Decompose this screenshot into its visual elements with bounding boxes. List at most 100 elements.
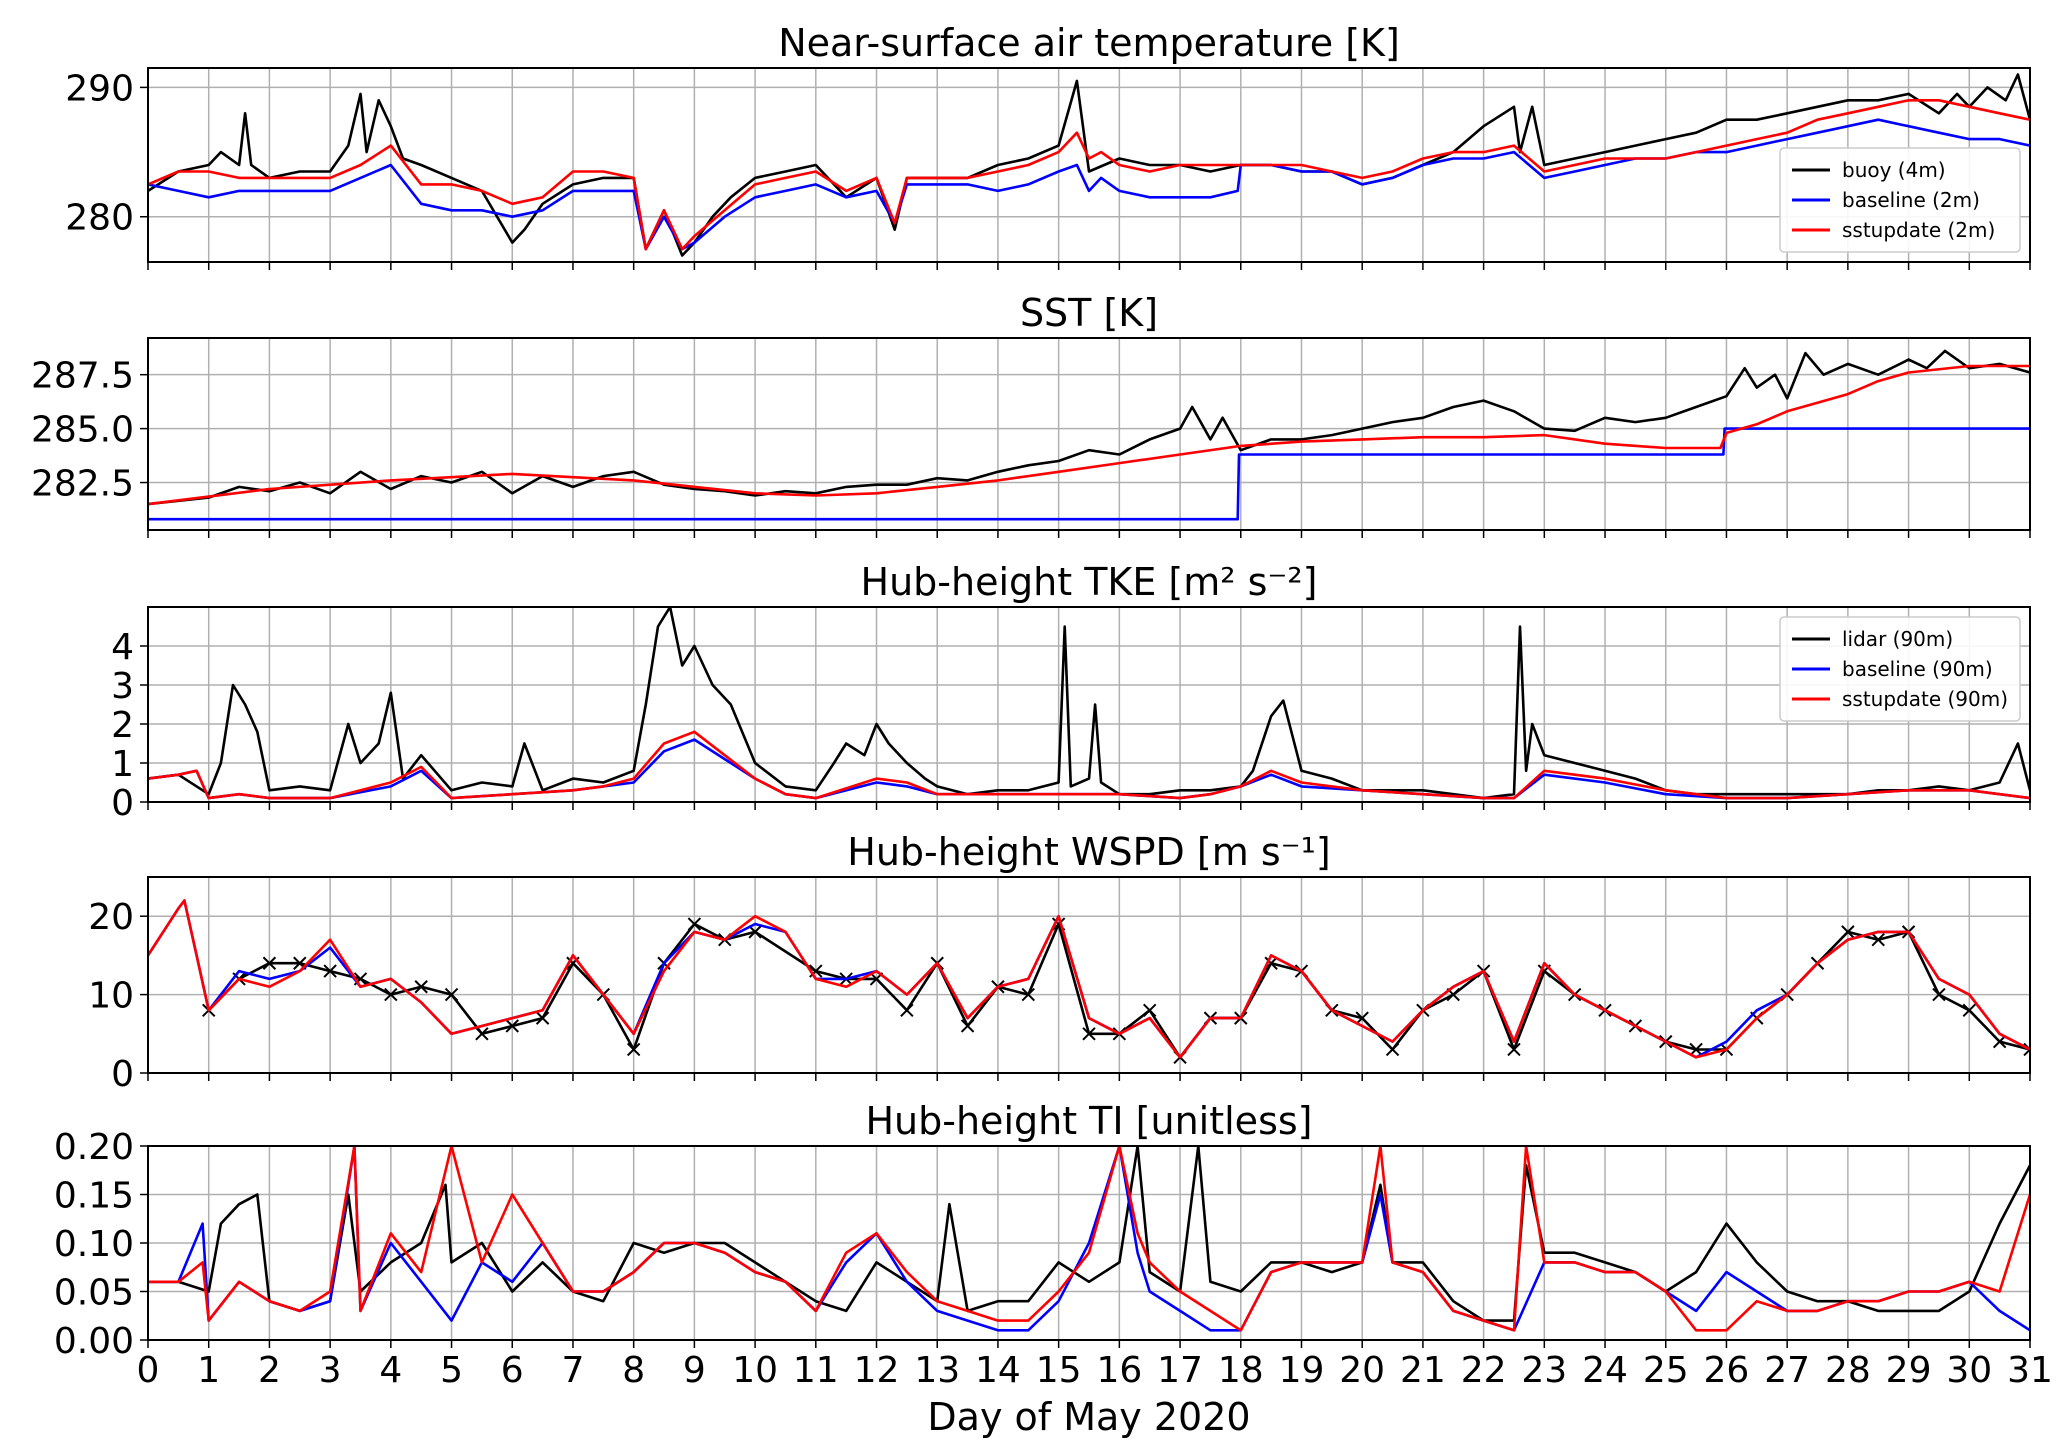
series-marker	[475, 1027, 489, 1041]
series-marker	[1962, 1003, 1976, 1017]
series-marker	[1264, 956, 1278, 970]
y-tick-label: 1	[111, 744, 134, 785]
x-tick-label: 8	[622, 1350, 645, 1391]
x-tick-label: 31	[2007, 1350, 2053, 1391]
series-marker	[444, 987, 459, 1002]
series-marker	[1082, 1027, 1096, 1041]
series-line-3	[148, 364, 2030, 506]
y-tick-label: 0.15	[54, 1176, 134, 1217]
series-line-2	[148, 1146, 2030, 1332]
series-line-3	[148, 730, 2030, 800]
series-marker	[1385, 1042, 1400, 1057]
legend: buoy (4m) baseline (2m) sstupdate (2m)	[1779, 147, 2021, 253]
x-tick-label: 21	[1400, 1350, 1446, 1391]
panel-title: Hub-height TI [unitless]	[865, 1099, 1312, 1143]
series-line-3	[148, 899, 2030, 1059]
y-tick-label: 285.0	[31, 410, 134, 451]
x-tick-label: 12	[854, 1350, 900, 1391]
legend-label: buoy (4m)	[1842, 158, 1946, 182]
y-tick-label: 0.00	[54, 1321, 134, 1362]
x-tick-label: 28	[1825, 1350, 1871, 1391]
panel-title: SST [K]	[1020, 291, 1158, 335]
x-tick-label: 29	[1886, 1350, 1932, 1391]
x-tick-label: 15	[1036, 1350, 1082, 1391]
plot-frame	[147, 606, 2031, 803]
legend: lidar (90m) baseline (90m) sstupdate (90m)	[1779, 616, 2021, 722]
series-marker	[1689, 1042, 1703, 1057]
y-tick-label: 2	[111, 705, 134, 746]
series-line-1	[148, 349, 2030, 506]
legend-label: lidar (90m)	[1842, 627, 1953, 651]
x-tick-label: 10	[732, 1350, 778, 1391]
series-marker	[1871, 933, 1885, 947]
y-tick-label: 0	[111, 783, 134, 824]
series-group	[148, 607, 2030, 800]
series-line-3	[148, 1146, 2030, 1332]
panel-1: 280 290 Near-surface air temperature [K] bu…	[65, 21, 2031, 270]
panel-5: 0.00 0.05 0.10 0.15 0.20 Hub-height TI [unitl…	[54, 1099, 2053, 1391]
x-tick-label: 26	[1704, 1350, 1750, 1391]
legend-label: baseline (2m)	[1842, 188, 1980, 212]
x-tick-label: 18	[1218, 1350, 1264, 1391]
series-marker	[1021, 987, 1035, 1002]
series-marker	[323, 964, 337, 978]
series-marker	[960, 1019, 975, 1033]
plot-frame	[147, 67, 2031, 263]
series-marker	[626, 1042, 641, 1057]
y-tick-label: 10	[88, 976, 134, 1017]
panel-title: Near-surface air temperature [K]	[778, 21, 1400, 65]
series-marker	[748, 925, 762, 939]
panel-2: 282.5 285.0 287.5 SST [K]	[31, 291, 2031, 538]
x-tick-label: 24	[1582, 1350, 1628, 1391]
x-tick-label: 11	[793, 1350, 839, 1391]
x-axis-label: Day of May 2020	[927, 1395, 1250, 1439]
panel-title: Hub-height WSPD [m s⁻¹]	[847, 830, 1330, 874]
x-tick-label: 30	[1946, 1350, 1992, 1391]
plot-frame	[147, 337, 2031, 531]
series-marker	[384, 987, 398, 1002]
y-tick-label: 20	[88, 897, 134, 938]
x-tick-label: 13	[914, 1350, 960, 1391]
series-marker	[1507, 1042, 1521, 1057]
series-marker	[535, 1011, 550, 1025]
x-tick-label: 9	[683, 1350, 706, 1391]
y-tick-label: 0.20	[54, 1127, 134, 1168]
series-marker	[505, 1019, 519, 1033]
y-tick-label: 282.5	[31, 464, 134, 505]
x-tick-label: 17	[1157, 1350, 1203, 1391]
series-marker	[1992, 1034, 2007, 1049]
x-tick-label: 2	[258, 1350, 281, 1391]
series-marker	[2023, 1042, 2030, 1057]
series-marker	[900, 1003, 914, 1017]
legend-box	[1779, 147, 2021, 253]
series-marker	[262, 956, 277, 970]
series-group	[148, 349, 2030, 521]
series-line-1	[148, 607, 2030, 800]
series-line-2	[148, 427, 2030, 521]
legend-label: baseline (90m)	[1842, 657, 1993, 681]
series-marker	[1841, 925, 1855, 939]
x-tick-label: 5	[440, 1350, 463, 1391]
series-group	[148, 1146, 2030, 1332]
x-tick-label: 3	[319, 1350, 342, 1391]
legend-box	[1779, 616, 2021, 722]
x-tick-label: 6	[501, 1350, 524, 1391]
series-line-3	[148, 99, 2030, 251]
plot-frame	[147, 876, 2031, 1074]
x-tick-label: 1	[197, 1350, 220, 1391]
y-tick-label: 287.5	[31, 356, 134, 397]
x-tick-label: 7	[562, 1350, 585, 1391]
series-marker	[414, 980, 428, 994]
x-tick-label: 14	[975, 1350, 1021, 1391]
y-tick-label: 290	[65, 68, 134, 109]
series-group	[148, 73, 2030, 257]
series-marker	[1932, 987, 1946, 1002]
x-tick-label: 23	[1521, 1350, 1567, 1391]
y-tick-label: 4	[111, 627, 134, 668]
y-tick-label: 280	[65, 198, 134, 239]
series-marker	[1355, 1011, 1369, 1025]
y-tick-label: 0.10	[54, 1224, 134, 1265]
y-tick-label: 0	[111, 1054, 134, 1095]
